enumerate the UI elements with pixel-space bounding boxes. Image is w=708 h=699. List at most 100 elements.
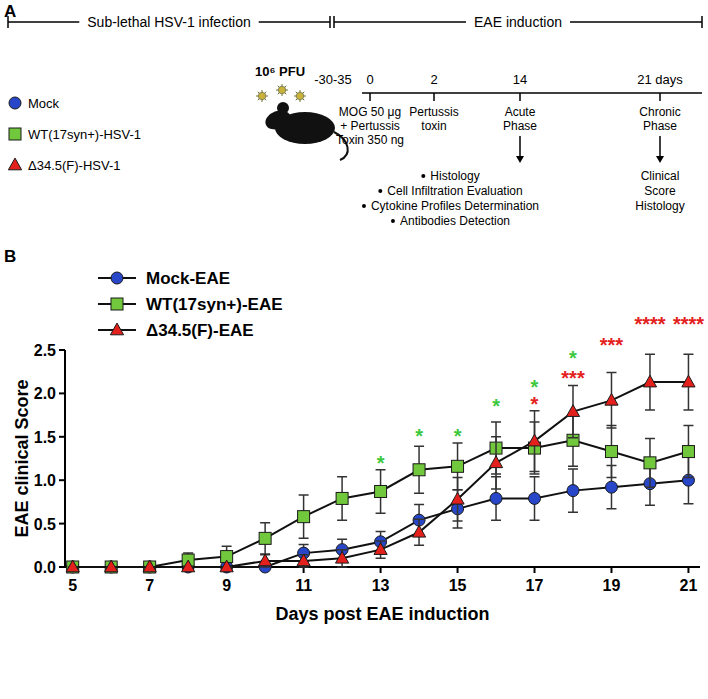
error-bar	[530, 477, 540, 520]
x-tick-label: 17	[526, 577, 544, 594]
data-point	[567, 485, 579, 497]
series-1	[67, 414, 695, 573]
phase-bracket	[334, 21, 466, 23]
legend-label: Δ34.5(F)-HSV-1	[28, 158, 121, 173]
significance-mark: ****	[673, 313, 704, 335]
data-point	[682, 446, 694, 458]
data-point	[605, 393, 618, 405]
timeline-tick	[519, 93, 521, 101]
data-point	[682, 375, 695, 387]
data-point	[105, 561, 117, 573]
data-point	[297, 554, 310, 566]
analysis-item: Antibodies Detection	[400, 214, 510, 228]
data-point	[144, 561, 156, 573]
x-tick	[457, 567, 459, 573]
data-point	[67, 561, 79, 573]
analysis-item: Clinical	[641, 169, 680, 183]
error-bar	[337, 477, 347, 520]
analysis-item: Histology	[635, 199, 684, 213]
timeline-label: -30-35	[314, 72, 352, 87]
virus-core	[278, 86, 286, 94]
data-point	[298, 511, 310, 523]
x-tick-label: 15	[449, 577, 467, 594]
data-point	[529, 492, 541, 504]
significance-mark: ***	[561, 367, 585, 389]
y-tick	[59, 349, 65, 351]
data-point	[259, 554, 272, 566]
x-tick	[610, 567, 612, 573]
analysis-item: Cytokine Profiles Determination	[371, 199, 539, 213]
y-tick-label: 2.5	[34, 342, 56, 359]
timeline-note: toxin	[421, 119, 446, 133]
x-tick-label: 11	[295, 577, 312, 594]
data-point	[644, 457, 656, 469]
timeline-axis	[362, 92, 702, 94]
x-tick	[534, 567, 536, 573]
timeline-note: Phase	[503, 119, 537, 133]
inoculum-label: 10⁶ PFU	[255, 64, 305, 79]
y-tick	[59, 479, 65, 481]
phase-bracket	[701, 16, 703, 28]
data-point	[105, 560, 118, 572]
data-point	[489, 456, 502, 468]
y-axis	[64, 350, 66, 567]
data-point	[375, 485, 387, 497]
error-bar	[568, 469, 578, 512]
timeline-note: MOG 50 μg	[339, 105, 401, 119]
arrow-shaft	[659, 136, 661, 158]
timeline-note: + Pertussis	[340, 119, 400, 133]
legend-marker	[8, 158, 21, 170]
bullet	[378, 189, 382, 193]
data-point	[182, 560, 195, 572]
legend-label: Mock-EAE	[146, 269, 230, 288]
bullet	[391, 219, 395, 223]
timeline-note: Toxin 350 ng	[336, 133, 404, 147]
y-tick	[59, 566, 65, 568]
phase-bracket	[7, 16, 9, 28]
timeline-label: 14	[513, 72, 527, 87]
legend-marker	[9, 97, 21, 109]
significance-mark: *	[531, 393, 539, 415]
data-point	[451, 492, 464, 504]
y-tick	[59, 523, 65, 525]
phase-label: Sub-lethal HSV-1 infection	[87, 14, 250, 30]
series-line	[73, 440, 689, 567]
timeline-tick	[659, 93, 661, 101]
plot-area	[66, 354, 695, 573]
analysis-item: Score	[644, 184, 676, 198]
y-tick-label: 1.5	[34, 429, 56, 446]
data-point	[67, 561, 79, 573]
data-point	[220, 560, 233, 572]
x-tick-label: 21	[680, 577, 698, 594]
virus-icon	[294, 90, 306, 102]
error-bar	[376, 470, 386, 513]
significance-mark: *	[415, 425, 423, 447]
timeline-tick	[433, 93, 435, 101]
phase-bracket	[333, 16, 335, 28]
x-tick	[687, 567, 689, 573]
bullet	[421, 174, 425, 178]
x-tick	[303, 567, 305, 573]
legend-marker	[9, 128, 21, 140]
virus-icon	[256, 90, 268, 102]
timeline-note: Pertussis	[409, 105, 458, 119]
data-point	[452, 460, 464, 472]
data-point	[413, 464, 425, 476]
data-point	[336, 492, 348, 504]
significance-mark: *	[492, 395, 500, 417]
x-tick-label: 7	[145, 577, 154, 594]
legend-label: Mock	[28, 96, 60, 111]
y-tick-label: 2.0	[34, 385, 56, 402]
error-bar	[683, 426, 693, 478]
panel-label: B	[4, 247, 16, 266]
x-tick-label: 13	[372, 577, 390, 594]
data-point	[605, 446, 617, 458]
series-2	[66, 354, 695, 571]
series-line	[73, 480, 689, 567]
arrow-head	[516, 156, 524, 163]
figure: A Sub-lethal HSV-1 infection EAE induction…	[0, 0, 708, 699]
legend-marker	[111, 272, 123, 284]
panel-label: A	[4, 2, 16, 21]
arrow-head	[656, 156, 664, 163]
phase-label: EAE induction	[474, 14, 562, 30]
